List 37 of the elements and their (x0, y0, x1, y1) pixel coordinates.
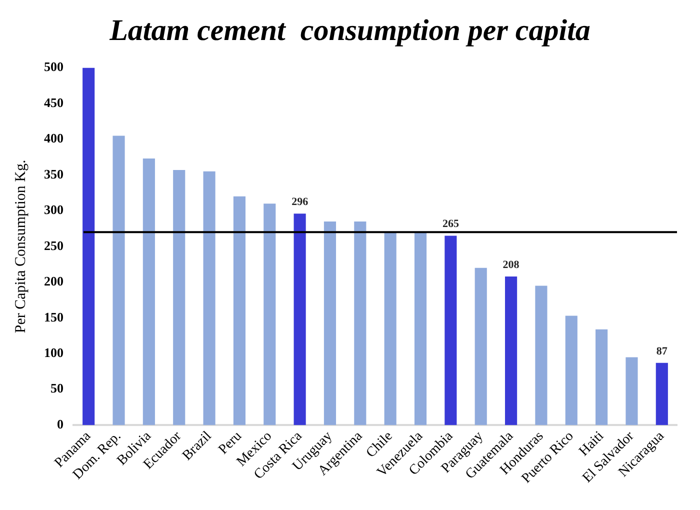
bar (112, 136, 125, 426)
y-axis-title: Per Capita Consumption Kg. (12, 160, 29, 334)
bar (444, 236, 457, 426)
bar (626, 357, 638, 426)
bar (324, 221, 336, 426)
y-tick-label: 300 (44, 202, 64, 218)
bar (656, 362, 668, 426)
chart-title: Latam cement consumption per capita (108, 13, 592, 49)
bar (384, 232, 396, 426)
bar (354, 221, 366, 426)
bar (294, 214, 306, 426)
bar (535, 286, 548, 426)
y-tick-label: 50 (50, 380, 64, 396)
data-label: 265 (442, 218, 460, 230)
y-tick-label: 0 (57, 416, 64, 432)
bar (203, 171, 216, 426)
y-tick-label: 350 (44, 166, 64, 182)
bar (596, 329, 608, 426)
bar (264, 204, 276, 426)
bar (474, 268, 487, 426)
data-label: 208 (502, 258, 520, 271)
y-tick-label: 150 (44, 309, 64, 324)
y-tick-label: 100 (44, 345, 64, 360)
bar (82, 68, 95, 426)
data-label: 296 (292, 196, 309, 208)
y-tick-label: 400 (44, 130, 64, 146)
bar (505, 276, 518, 426)
y-tick-label: 450 (44, 94, 64, 110)
bar (142, 158, 155, 426)
bar (414, 232, 427, 426)
y-tick-label: 200 (44, 274, 64, 289)
y-tick-label: 500 (44, 59, 64, 74)
data-label: 87 (656, 345, 668, 358)
bar (565, 316, 578, 426)
bar (233, 196, 246, 426)
y-tick-label: 250 (44, 238, 64, 253)
bar (173, 170, 186, 426)
